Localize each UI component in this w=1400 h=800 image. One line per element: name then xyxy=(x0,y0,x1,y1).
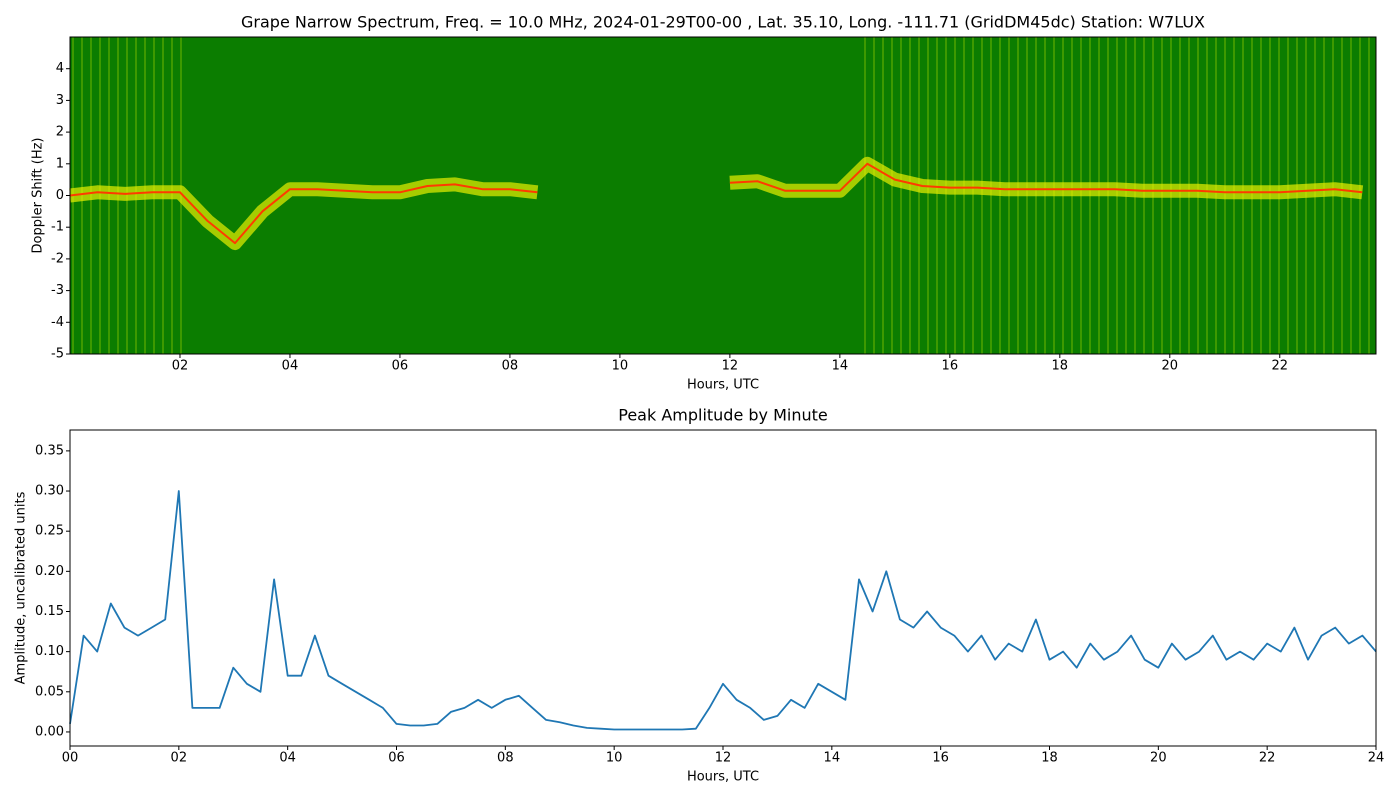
x-tick-label: 10 xyxy=(606,751,623,766)
y-tick-label: 2 xyxy=(56,125,64,140)
y-tick-label: -1 xyxy=(51,220,64,235)
y-tick-label: 0.35 xyxy=(35,443,64,458)
x-tick-label: 16 xyxy=(942,359,959,374)
x-tick-label: 02 xyxy=(172,359,189,374)
x-tick-label: 06 xyxy=(388,751,405,766)
x-tick-label: 04 xyxy=(279,751,296,766)
x-tick-label: 22 xyxy=(1271,359,1288,374)
x-axis-label: Hours, UTC xyxy=(687,770,759,785)
x-tick-label: 18 xyxy=(1052,359,1069,374)
y-tick-label: -5 xyxy=(51,347,64,362)
x-tick-label: 04 xyxy=(282,359,299,374)
y-tick-label: 1 xyxy=(56,156,64,171)
x-tick-label: 14 xyxy=(832,359,849,374)
y-tick-label: -4 xyxy=(51,315,64,330)
x-tick-label: 14 xyxy=(824,751,841,766)
doppler-trace xyxy=(69,162,1363,245)
y-tick-label: 4 xyxy=(56,61,64,76)
y-tick-label: 0.10 xyxy=(35,644,64,659)
x-tick-label: 00 xyxy=(62,751,79,766)
y-tick-label: -2 xyxy=(51,251,64,266)
x-tick-label: 20 xyxy=(1150,751,1167,766)
y-tick-label: 0.05 xyxy=(35,684,64,699)
chart-title: Grape Narrow Spectrum, Freq. = 10.0 MHz,… xyxy=(241,13,1205,32)
x-tick-label: 20 xyxy=(1162,359,1179,374)
y-tick-label: -3 xyxy=(51,283,64,298)
x-tick-label: 22 xyxy=(1259,751,1276,766)
chart-title: Peak Amplitude by Minute xyxy=(618,406,828,425)
x-tick-label: 08 xyxy=(497,751,514,766)
y-tick-label: 0.20 xyxy=(35,564,64,579)
plot-frame xyxy=(69,429,1377,747)
amplitude-line xyxy=(69,490,1377,731)
y-axis-label: Amplitude, uncalibrated units xyxy=(14,491,29,684)
y-tick-label: 0 xyxy=(56,188,64,203)
x-tick-label: 18 xyxy=(1041,751,1058,766)
x-tick-label: 02 xyxy=(171,751,188,766)
y-axis-label: Doppler Shift (Hz) xyxy=(31,138,46,254)
y-tick-label: 3 xyxy=(56,93,64,108)
y-tick-label: 0.25 xyxy=(35,524,64,539)
x-axis-label: Hours, UTC xyxy=(687,378,759,393)
x-tick-label: 16 xyxy=(932,751,949,766)
y-tick-label: 0.00 xyxy=(35,724,64,739)
x-tick-label: 24 xyxy=(1368,751,1385,766)
x-tick-label: 06 xyxy=(392,359,409,374)
y-tick-label: 0.15 xyxy=(35,604,64,619)
y-tick-label: 0.30 xyxy=(35,484,64,499)
x-tick-label: 12 xyxy=(722,359,739,374)
x-tick-label: 12 xyxy=(715,751,732,766)
x-tick-label: 10 xyxy=(612,359,629,374)
x-tick-label: 08 xyxy=(502,359,519,374)
